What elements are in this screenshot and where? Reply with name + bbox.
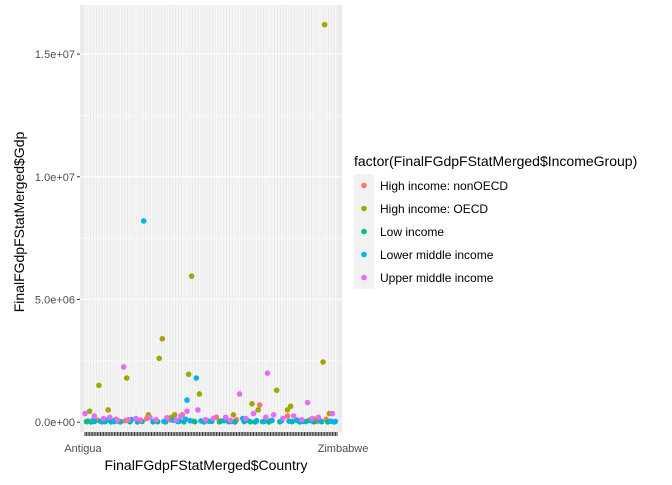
- data-point: [140, 218, 147, 224]
- data-point: [270, 412, 277, 418]
- y-axis-label: FinalFGdpFStatMerged$Gdp: [11, 132, 27, 313]
- data-point: [222, 414, 229, 421]
- data-point: [159, 335, 166, 342]
- data-point: [161, 418, 167, 425]
- data-point: [173, 417, 180, 423]
- data-point: [321, 21, 328, 28]
- data-point: [184, 397, 190, 403]
- data-point: [280, 415, 286, 422]
- data-point: [196, 391, 203, 397]
- data-point: [193, 375, 200, 381]
- data-point: [187, 417, 193, 424]
- panel-background: [80, 5, 342, 432]
- data-point: [210, 415, 217, 422]
- data-point: [147, 414, 153, 421]
- data-point: [86, 408, 93, 414]
- legend-symbol: [361, 205, 367, 212]
- y-tick-label: 5.0e+06: [35, 294, 75, 306]
- data-point: [253, 417, 260, 424]
- x-tick-label-first: Antigua: [64, 443, 102, 455]
- data-point: [96, 382, 102, 389]
- data-point: [185, 371, 192, 378]
- data-point: [236, 391, 243, 397]
- data-point: [100, 415, 107, 422]
- grid-lines: [80, 5, 342, 432]
- legend-label: Upper middle income: [380, 271, 494, 285]
- y-axis: 0.0e+00 5.0e+06 1.0e+07 1.5e+07: [35, 49, 80, 429]
- data-point: [309, 415, 316, 422]
- data-point: [156, 355, 163, 362]
- legend-symbol: [361, 228, 367, 235]
- legend-symbol: [361, 274, 367, 281]
- data-point: [332, 418, 339, 425]
- legend: factor(FinalFGdpFStatMerged$IncomeGroup)…: [354, 153, 637, 289]
- data-point: [264, 370, 271, 376]
- data-point: [125, 416, 132, 423]
- data-point: [202, 416, 209, 423]
- data-point: [290, 413, 297, 419]
- data-point: [230, 412, 237, 418]
- data-point: [120, 364, 127, 370]
- data-point: [250, 410, 257, 417]
- data-point: [198, 418, 204, 424]
- x-axis-label: FinalFGdpFStatMerged$Country: [104, 457, 307, 473]
- data-point: [182, 416, 189, 423]
- data-point: [137, 417, 144, 424]
- data-points: [82, 21, 339, 425]
- data-point: [178, 413, 184, 419]
- data-point: [298, 416, 305, 423]
- data-point: [294, 417, 300, 424]
- data-point: [286, 418, 292, 425]
- y-tick-label: 1.5e+07: [35, 49, 75, 61]
- data-point: [191, 418, 198, 425]
- data-point: [263, 414, 269, 421]
- data-point: [304, 399, 311, 406]
- data-point: [227, 417, 234, 424]
- data-point: [255, 407, 261, 413]
- data-point: [82, 410, 88, 417]
- data-point: [164, 414, 170, 421]
- data-point: [188, 273, 195, 279]
- data-point: [184, 408, 190, 414]
- data-point: [105, 407, 111, 413]
- legend-label: High income: OECD: [380, 202, 488, 216]
- data-point: [284, 407, 291, 413]
- data-point: [216, 419, 223, 425]
- data-point: [284, 413, 291, 419]
- x-tick-label-last: Zimbabwe: [318, 443, 369, 455]
- y-tick-label: 0.0e+00: [35, 417, 75, 429]
- legend-label: High income: nonOECD: [380, 179, 508, 193]
- data-point: [110, 418, 116, 424]
- data-point: [242, 415, 249, 422]
- data-point: [106, 414, 113, 421]
- data-point: [195, 407, 201, 413]
- data-point: [91, 413, 98, 419]
- data-point: [256, 402, 263, 408]
- data-point: [320, 359, 326, 365]
- data-point: [273, 387, 280, 394]
- data-point: [123, 375, 130, 381]
- data-point: [328, 418, 334, 425]
- legend-title: factor(FinalFGdpFStatMerged$IncomeGroup): [354, 153, 637, 169]
- legend-label: Low income: [380, 225, 444, 239]
- data-point: [83, 418, 90, 425]
- data-point: [89, 417, 96, 424]
- legend-items: High income: nonOECD High income: OECD Low…: [354, 174, 508, 289]
- data-point: [287, 403, 294, 410]
- data-point: [133, 415, 139, 422]
- data-point: [114, 417, 121, 424]
- legend-symbol: [361, 251, 367, 258]
- data-point: [249, 400, 255, 407]
- data-point: [315, 414, 322, 421]
- legend-symbol: [361, 182, 367, 189]
- legend-label: Lower middle income: [380, 248, 494, 262]
- x-axis: Antigua Zimbabwe: [64, 432, 368, 455]
- data-point: [329, 410, 336, 417]
- data-point: [171, 412, 178, 418]
- data-point: [153, 416, 159, 423]
- y-tick-label: 1.0e+07: [35, 172, 75, 184]
- data-point: [269, 417, 275, 424]
